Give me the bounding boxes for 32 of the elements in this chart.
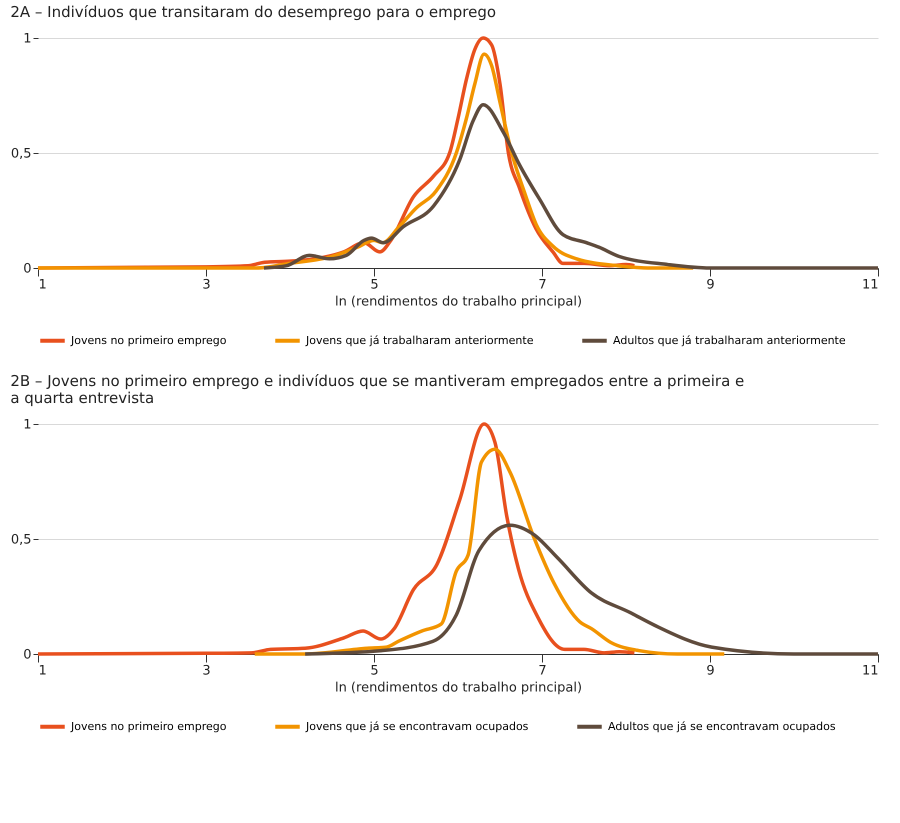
x-tick-label: 9 bbox=[706, 664, 715, 678]
line-series bbox=[36, 422, 636, 656]
line-series bbox=[303, 523, 880, 656]
x-tick-label: 11 bbox=[862, 664, 878, 678]
x-tick-label: 1 bbox=[38, 664, 47, 678]
y-tick-label: 0,5 bbox=[10, 532, 32, 548]
x-axis-title: ln (rendimentos do trabalho principal) bbox=[334, 680, 582, 696]
x-tick-label: 3 bbox=[202, 278, 211, 292]
chart-title: 2B – Jovens no primeiro emprego e indivíduos que se mantiveram empregados entre a primeira e a quarta entrevista bbox=[10, 372, 744, 407]
x-tick-label: 7 bbox=[538, 664, 547, 678]
line-series bbox=[262, 102, 880, 270]
legend-label: Adultos que já se encontravam ocupados bbox=[608, 720, 836, 733]
legend-label: Jovens que já se encontravam ocupados bbox=[305, 720, 529, 733]
x-tick-label: 5 bbox=[370, 664, 379, 678]
x-tick-label: 9 bbox=[706, 278, 715, 292]
y-tick-label: 1 bbox=[23, 32, 32, 46]
x-tick-label: 1 bbox=[38, 278, 47, 292]
line-series bbox=[252, 448, 726, 656]
x-tick-label: 7 bbox=[538, 278, 547, 292]
x-tick-label: 3 bbox=[202, 664, 211, 678]
x-axis-title: ln (rendimentos do trabalho principal) bbox=[334, 294, 582, 310]
x-tick-label: 11 bbox=[862, 278, 878, 292]
y-tick-label: 0 bbox=[23, 648, 32, 662]
legend-label: Jovens no primeiro emprego bbox=[70, 334, 227, 347]
chart-title: 2A – Indivíduos que transitaram do desemprego para o emprego bbox=[10, 3, 496, 21]
legend-label: Jovens no primeiro emprego bbox=[70, 720, 227, 733]
x-tick-label: 5 bbox=[370, 278, 379, 292]
y-tick-label: 0 bbox=[23, 262, 32, 276]
legend-label: Jovens que já trabalharam anteriormente bbox=[305, 334, 534, 347]
y-tick-label: 0,5 bbox=[10, 146, 32, 162]
legend-label: Adultos que já trabalharam anteriormente bbox=[613, 334, 846, 347]
y-tick-label: 1 bbox=[23, 418, 32, 432]
